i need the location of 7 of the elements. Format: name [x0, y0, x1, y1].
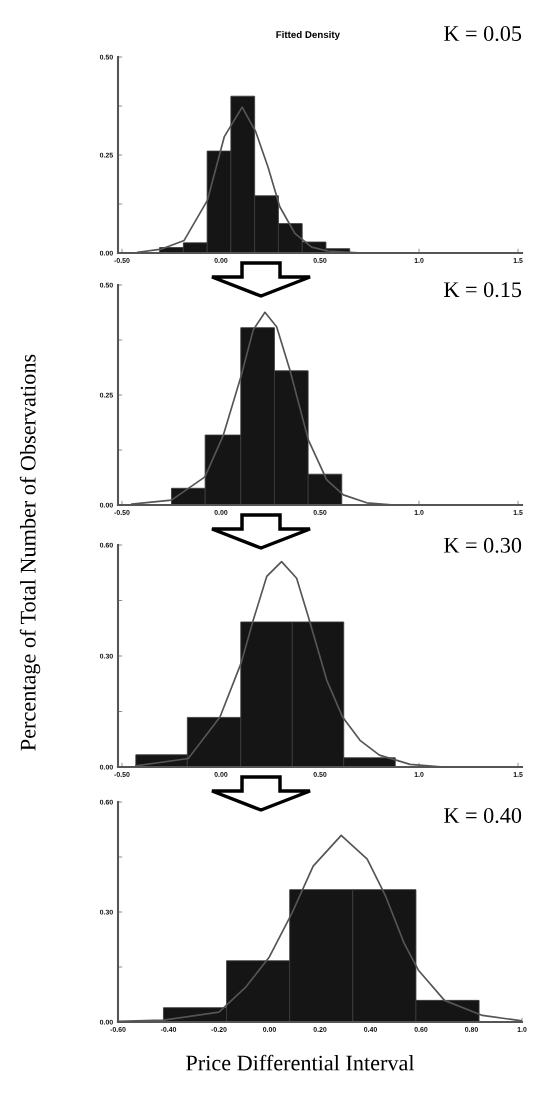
annotation: K = 0.15 — [444, 282, 522, 298]
text: K = 0.05 — [444, 26, 522, 42]
y-axis-title: Percentage of Total Number of Observations — [19, 354, 41, 751]
annotation: K = 0.30 — [444, 537, 522, 553]
annotation: K = 0.40 — [444, 807, 522, 824]
chart-title: Fitted Density — [276, 30, 340, 40]
x-axis-title: Price Differential Interval — [186, 1054, 415, 1071]
